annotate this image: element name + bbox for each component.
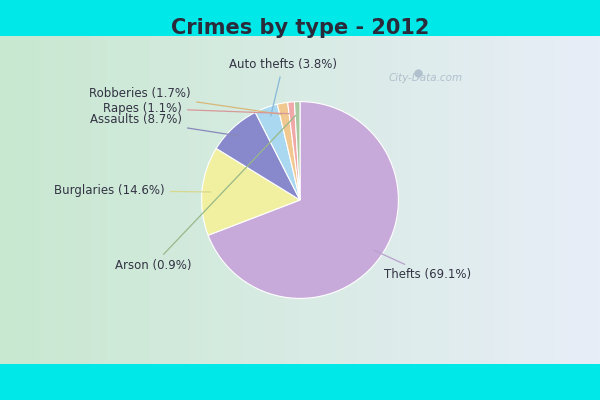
- Text: Robberies (1.7%): Robberies (1.7%): [89, 87, 282, 114]
- Wedge shape: [202, 148, 300, 235]
- Wedge shape: [208, 102, 398, 298]
- Text: Rapes (1.1%): Rapes (1.1%): [103, 102, 289, 115]
- Text: Arson (0.9%): Arson (0.9%): [115, 116, 296, 272]
- Wedge shape: [295, 102, 300, 200]
- Wedge shape: [216, 112, 300, 200]
- Text: Thefts (69.1%): Thefts (69.1%): [374, 250, 471, 281]
- Text: Burglaries (14.6%): Burglaries (14.6%): [54, 184, 211, 197]
- Wedge shape: [287, 102, 300, 200]
- Wedge shape: [255, 104, 300, 200]
- Text: City-Data.com: City-Data.com: [389, 73, 463, 83]
- Text: Assaults (8.7%): Assaults (8.7%): [90, 114, 239, 136]
- Wedge shape: [277, 102, 300, 200]
- Text: Auto thefts (3.8%): Auto thefts (3.8%): [229, 58, 337, 116]
- Text: Crimes by type - 2012: Crimes by type - 2012: [171, 18, 429, 38]
